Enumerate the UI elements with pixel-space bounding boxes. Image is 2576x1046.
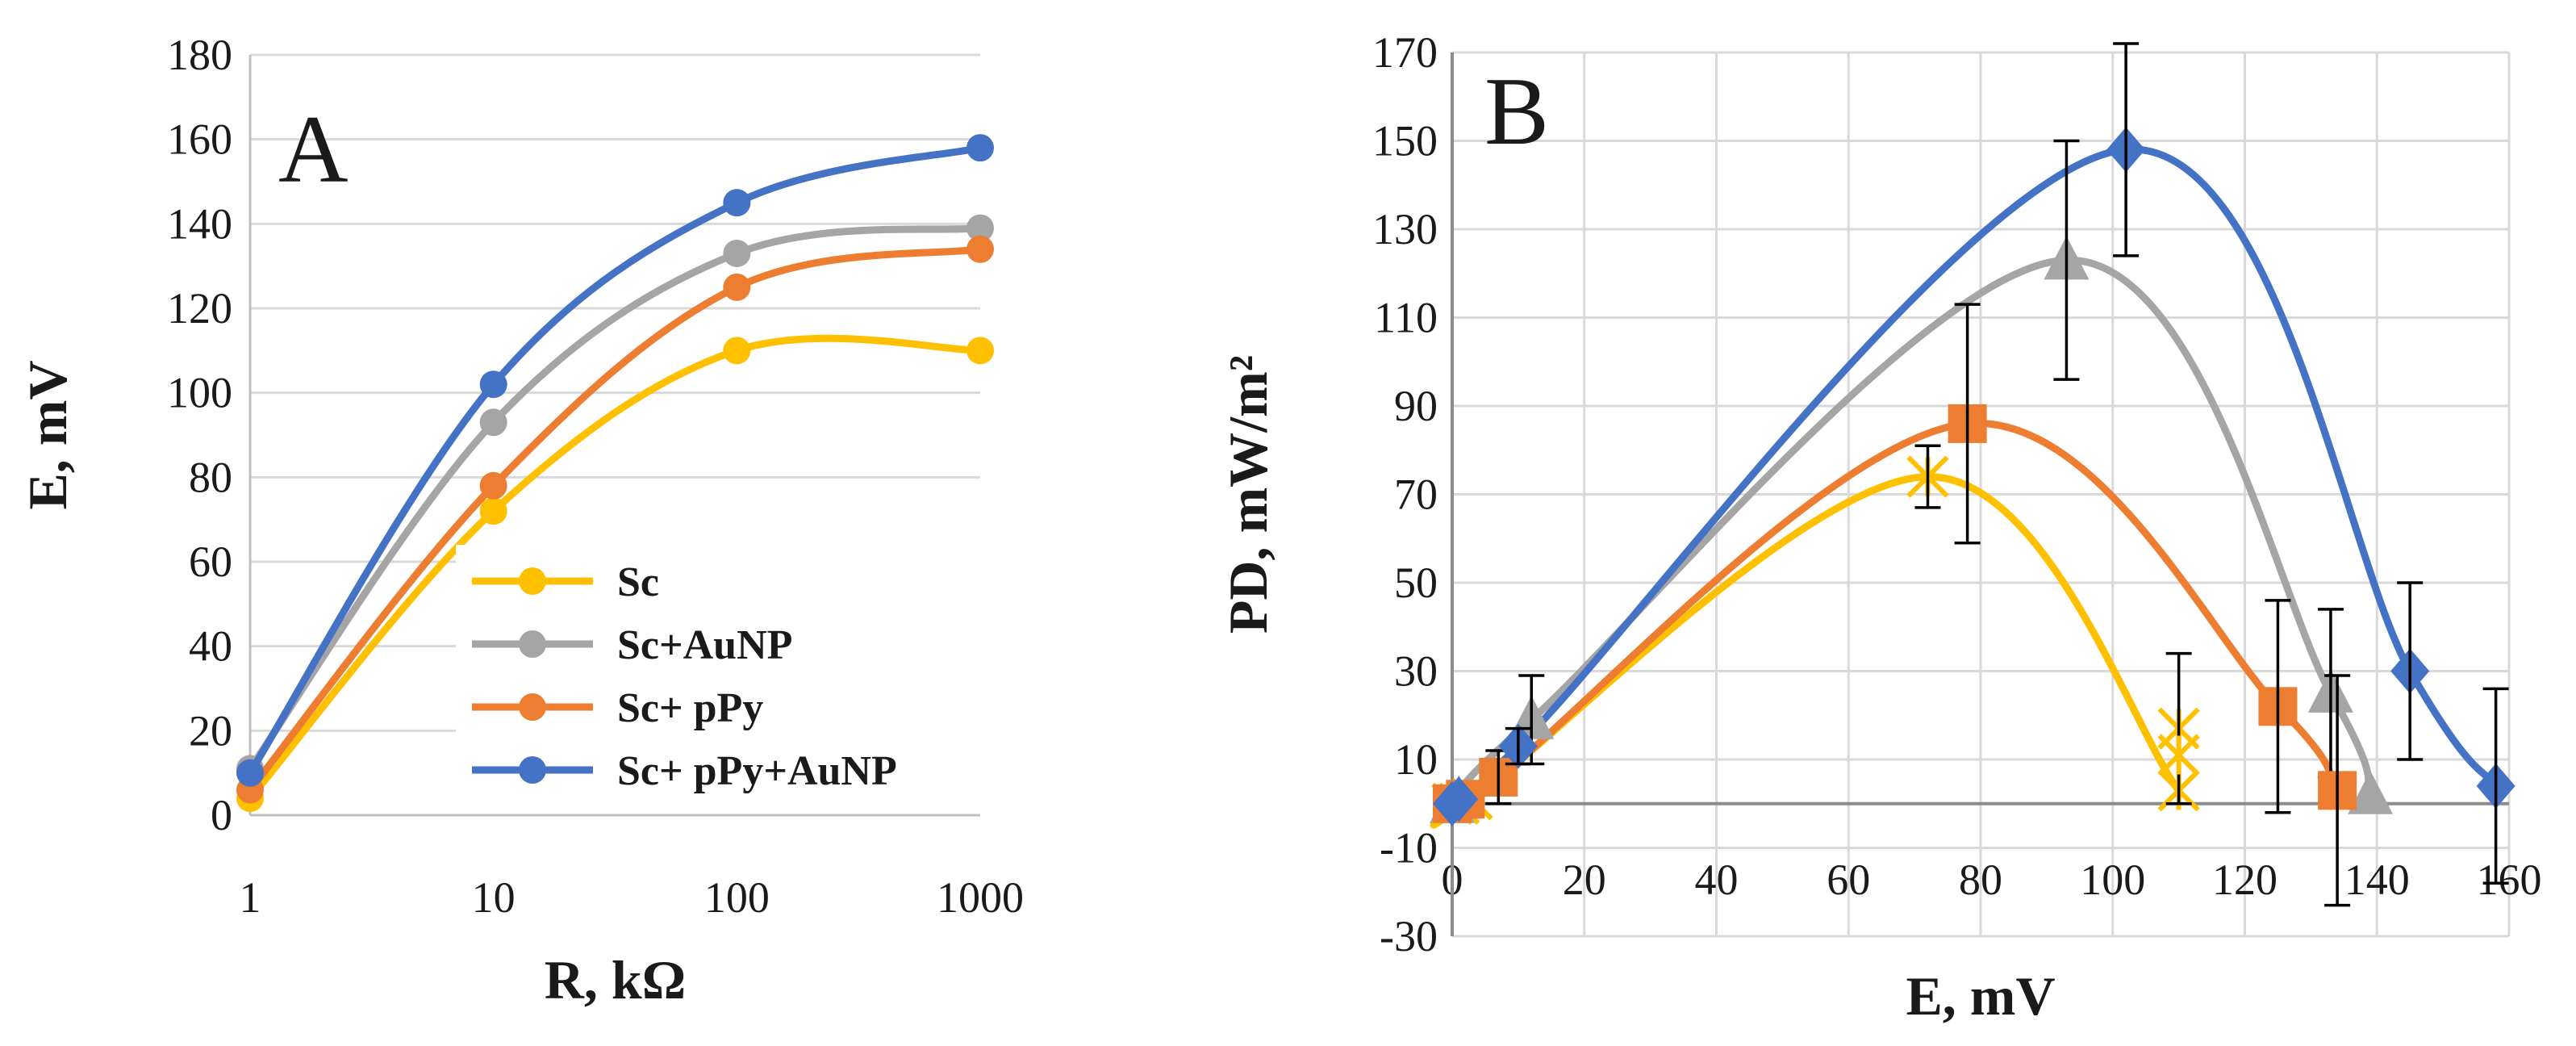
panel-b-series-line-sc-aunp — [1447, 256, 2374, 811]
panel-a-ytick-label: 60 — [189, 538, 232, 586]
panel-b-letter: B — [1484, 57, 1549, 165]
panel-b-xtick-label: 160 — [2477, 856, 2542, 904]
panel-a-legend-label-sc: Sc — [617, 559, 659, 605]
panel-a-ytick-label: 0 — [211, 791, 232, 839]
panel-b-series-line-sc — [1430, 473, 2183, 829]
panel-b-x-axis-title: E, mV — [1906, 965, 2055, 1027]
panel-a-xtick-label: 100 — [704, 873, 770, 922]
panel-a: 0 20 40 60 80 100 120 140 160 180 1 10 100 1000 R, kΩ E… — [17, 31, 1024, 1010]
panel-b-ytick-label: 150 — [1372, 117, 1438, 165]
panel-a-letter: A — [278, 95, 349, 203]
panel-a-data-point-sc-ppy-aunp — [723, 189, 751, 217]
panel-a-legend-marker-sc-ppy — [519, 693, 546, 721]
panel-b-data-point-sc — [2157, 734, 2200, 776]
panel-a-ytick-label: 100 — [167, 369, 232, 417]
panel-b-ytick-label: 110 — [1374, 294, 1438, 342]
panel-a-data-point-sc-ppy-aunp — [236, 759, 264, 787]
panel-b-ytick-label: 30 — [1394, 647, 1438, 696]
panel-b-xtick-label: 100 — [2080, 856, 2145, 904]
panel-b-ytick-label: 50 — [1394, 559, 1438, 607]
panel-a-ytick-label: 40 — [189, 622, 232, 671]
panel-a-ytick-label: 80 — [189, 453, 232, 501]
panel-b-xtick-label: 20 — [1563, 856, 1606, 904]
panel-a-data-point-sc-ppy-aunp — [479, 370, 507, 399]
panel-a-series-line-sc — [246, 334, 984, 802]
panel-a-series-line-sc-ppy — [246, 245, 984, 794]
panel-a-data-point-sc — [967, 337, 994, 365]
panel-a-xtick-label: 1000 — [937, 873, 1024, 922]
panel-a-legend-label-sc-ppy-aunp: Sc+ pPy+AuNP — [617, 748, 897, 794]
panel-b-ytick-label: -30 — [1380, 912, 1438, 960]
panel-a-data-point-sc-ppy-aunp — [967, 134, 994, 162]
panel-b-ytick-label: 130 — [1372, 205, 1438, 253]
panel-b-ytick-label: 170 — [1372, 28, 1438, 77]
panel-b-xtick-label: 80 — [1959, 856, 2002, 904]
panel-a-ytick-label: 180 — [167, 31, 232, 79]
panel-a-legend-label-sc-aunp: Sc+AuNP — [617, 622, 792, 668]
panel-a-data-point-sc — [723, 337, 751, 365]
panel-b: -30-101030507090110130150170020406080100… — [1217, 28, 2542, 1027]
panel-a-data-point-sc-ppy — [723, 273, 751, 301]
panel-a-legend-marker-sc — [519, 567, 546, 595]
panel-a-legend-box — [456, 545, 988, 805]
panel-a-legend-label-sc-ppy: Sc+ pPy — [617, 685, 763, 731]
panel-a-ytick-label: 20 — [189, 706, 232, 755]
panel-a-x-axis-title: R, kΩ — [545, 949, 686, 1010]
panel-b-data-point-sc-ppy-aunp — [1439, 776, 1479, 822]
panel-b-xtick-label: 140 — [2344, 856, 2410, 904]
panel-b-ytick-label: -10 — [1380, 824, 1438, 872]
panel-a-data-point-sc-aunp — [479, 408, 507, 437]
panel-a-data-point-sc-aunp — [967, 214, 994, 242]
panel-b-ytick-label: 70 — [1394, 471, 1438, 519]
panel-b-data-point-sc-aunp — [2348, 770, 2394, 814]
panel-a-legend-marker-sc-aunp — [519, 630, 546, 658]
panel-a-data-point-sc-ppy — [479, 471, 507, 500]
panel-b-ytick-label: 10 — [1394, 735, 1438, 784]
panel-a-y-axis-title: E, mV — [17, 360, 78, 509]
panel-b-y-axis-title: PD, mW/m² — [1217, 355, 1279, 634]
panel-a-series-line-sc-ppy-aunp — [246, 144, 984, 777]
panel-b-xtick-label: 60 — [1827, 856, 1870, 904]
panel-a-data-point-sc-ppy — [967, 235, 994, 263]
panel-a-xtick-label: 1 — [240, 873, 261, 922]
panel-a-ytick-label: 120 — [167, 284, 232, 333]
panel-a-data-point-sc — [479, 497, 507, 525]
panel-a-xtick-label: 10 — [472, 873, 516, 922]
panel-a-data-point-sc-aunp — [723, 239, 751, 267]
panel-a-ytick-label: 160 — [167, 115, 232, 164]
panel-b-xtick-label: 120 — [2212, 856, 2277, 904]
panel-b-ytick-label: 90 — [1394, 382, 1438, 430]
panel-a-legend-marker-sc-ppy-aunp — [519, 756, 546, 784]
panel-a-series-line-sc-aunp — [246, 224, 984, 772]
panel-a-ytick-label: 140 — [167, 199, 232, 248]
panel-b-xtick-label: 40 — [1695, 856, 1739, 904]
